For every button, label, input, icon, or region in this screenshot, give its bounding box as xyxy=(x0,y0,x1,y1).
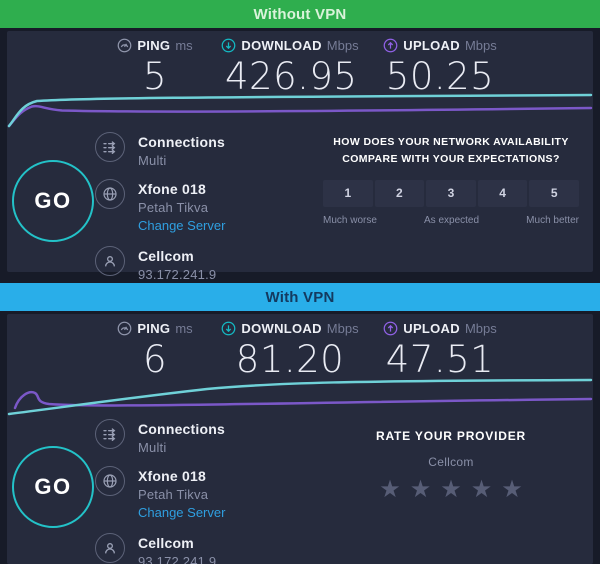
banner-without-vpn: Without VPN xyxy=(0,0,600,28)
server-item: Xfone 018 Petah Tikva Change Server xyxy=(95,466,225,522)
isp-ip: 93.172.241.9 xyxy=(138,554,217,564)
server-location: Petah Tikva xyxy=(138,200,209,215)
connections-label: Connections xyxy=(138,421,225,437)
speed-graph-with-vpn xyxy=(7,370,593,416)
connection-info-vpn: Connections Multi Xfone 018 Petah Tikva … xyxy=(95,419,225,564)
connections-icon xyxy=(95,419,125,449)
download-arrow-icon xyxy=(221,38,236,53)
download-stat-vpn: DOWNLOAD Mbps 81.20 xyxy=(222,321,359,381)
survey-rating-2[interactable]: 2 xyxy=(374,179,425,207)
change-server-link[interactable]: Change Server xyxy=(138,218,226,233)
star-icon-3[interactable]: ★ xyxy=(440,475,462,503)
upload-label: UPLOAD xyxy=(403,38,460,53)
survey-rating-buttons: 1 2 3 4 5 xyxy=(323,179,579,207)
person-icon xyxy=(95,246,125,276)
survey-scale-labels: Much worse As expected Much better xyxy=(323,215,579,226)
go-button[interactable]: GO xyxy=(12,160,94,242)
survey-rating-1[interactable]: 1 xyxy=(323,179,373,207)
upload-value: 47.51 xyxy=(385,338,495,381)
rate-provider-title: RATE YOUR PROVIDER xyxy=(376,429,526,443)
survey-question-line2: COMPARE WITH YOUR EXPECTATIONS? xyxy=(342,152,560,165)
scale-much-better: Much better xyxy=(526,214,579,226)
isp-item: Cellcom 93.172.241.9 xyxy=(95,246,225,282)
download-arrow-icon xyxy=(221,321,236,336)
upload-stat-vpn: UPLOAD Mbps 47.51 xyxy=(375,321,505,381)
go-button-vpn[interactable]: GO xyxy=(12,446,94,528)
panel-with-vpn: PING ms 6 DOWNLOAD Mbps 81.20 xyxy=(7,314,593,564)
scale-much-worse: Much worse xyxy=(323,214,377,226)
upload-arrow-icon xyxy=(383,321,398,336)
upload-label: UPLOAD xyxy=(403,321,460,336)
download-value: 81.20 xyxy=(235,338,345,381)
upload-line xyxy=(7,104,593,128)
ping-value: 5 xyxy=(142,55,168,98)
survey-question-line1: HOW DOES YOUR NETWORK AVAILABILITY xyxy=(333,136,569,148)
star-icon-1[interactable]: ★ xyxy=(379,475,401,503)
ping-gauge-icon xyxy=(117,38,132,53)
isp-item: Cellcom 93.172.241.9 xyxy=(95,533,225,564)
download-unit: Mbps xyxy=(326,321,359,336)
download-label: DOWNLOAD xyxy=(241,321,322,336)
isp-ip: 93.172.241.9 xyxy=(138,267,217,282)
ping-unit: ms xyxy=(175,38,193,53)
upload-unit: Mbps xyxy=(464,321,497,336)
upload-line xyxy=(13,391,593,410)
survey-rating-3[interactable]: 3 xyxy=(426,179,476,207)
rate-provider-section: RATE YOUR PROVIDER Cellcom ★ ★ ★ ★ ★ xyxy=(323,429,579,501)
provider-star-rating: ★ ★ ★ ★ ★ xyxy=(323,477,579,501)
banner-with-vpn: With VPN xyxy=(0,283,600,311)
star-icon-5[interactable]: ★ xyxy=(501,475,523,503)
server-item: Xfone 018 Petah Tikva Change Server xyxy=(95,179,225,235)
ping-label: PING xyxy=(137,321,171,336)
connections-label: Connections xyxy=(138,134,225,150)
ping-value: 6 xyxy=(142,338,168,381)
download-unit: Mbps xyxy=(326,38,359,53)
download-value: 426.95 xyxy=(225,55,358,98)
panel-without-vpn: PING ms 5 DOWNLOAD Mbps 426.95 xyxy=(7,31,593,282)
download-line xyxy=(7,378,593,416)
server-name: Xfone 018 xyxy=(138,181,206,197)
connection-info: Connections Multi Xfone 018 Petah Tikva … xyxy=(95,132,225,282)
globe-icon xyxy=(95,466,125,496)
ping-stat: PING ms 5 xyxy=(90,38,220,98)
ping-gauge-icon xyxy=(117,321,132,336)
server-location: Petah Tikva xyxy=(138,487,209,502)
upload-arrow-icon xyxy=(383,38,398,53)
speed-graph-without-vpn xyxy=(7,88,593,128)
connections-item: Connections Multi xyxy=(95,419,225,455)
upload-value: 50.25 xyxy=(385,55,495,98)
scale-as-expected: As expected xyxy=(424,214,480,226)
survey-rating-4[interactable]: 4 xyxy=(477,179,528,207)
isp-name: Cellcom xyxy=(138,535,194,551)
isp-name: Cellcom xyxy=(138,248,194,264)
ping-unit: ms xyxy=(175,321,193,336)
ping-stat-vpn: PING ms 6 xyxy=(90,321,220,381)
server-name: Xfone 018 xyxy=(138,468,206,484)
upload-unit: Mbps xyxy=(464,38,497,53)
star-icon-2[interactable]: ★ xyxy=(409,475,432,503)
connections-icon xyxy=(95,132,125,162)
connections-value: Multi xyxy=(138,440,167,455)
change-server-link[interactable]: Change Server xyxy=(138,505,226,520)
upload-stat: UPLOAD Mbps 50.25 xyxy=(375,38,505,98)
person-icon xyxy=(95,533,125,563)
survey-rating-5[interactable]: 5 xyxy=(529,179,579,207)
connections-value: Multi xyxy=(138,153,167,168)
download-stat: DOWNLOAD Mbps 426.95 xyxy=(222,38,359,98)
star-icon-4[interactable]: ★ xyxy=(470,475,493,503)
connections-item: Connections Multi xyxy=(95,132,225,168)
rate-provider-name: Cellcom xyxy=(428,455,474,469)
globe-icon xyxy=(95,179,125,209)
ping-label: PING xyxy=(137,38,171,53)
download-line xyxy=(7,93,593,128)
download-label: DOWNLOAD xyxy=(241,38,322,53)
network-survey: HOW DOES YOUR NETWORK AVAILABILITY COMPA… xyxy=(323,134,579,226)
